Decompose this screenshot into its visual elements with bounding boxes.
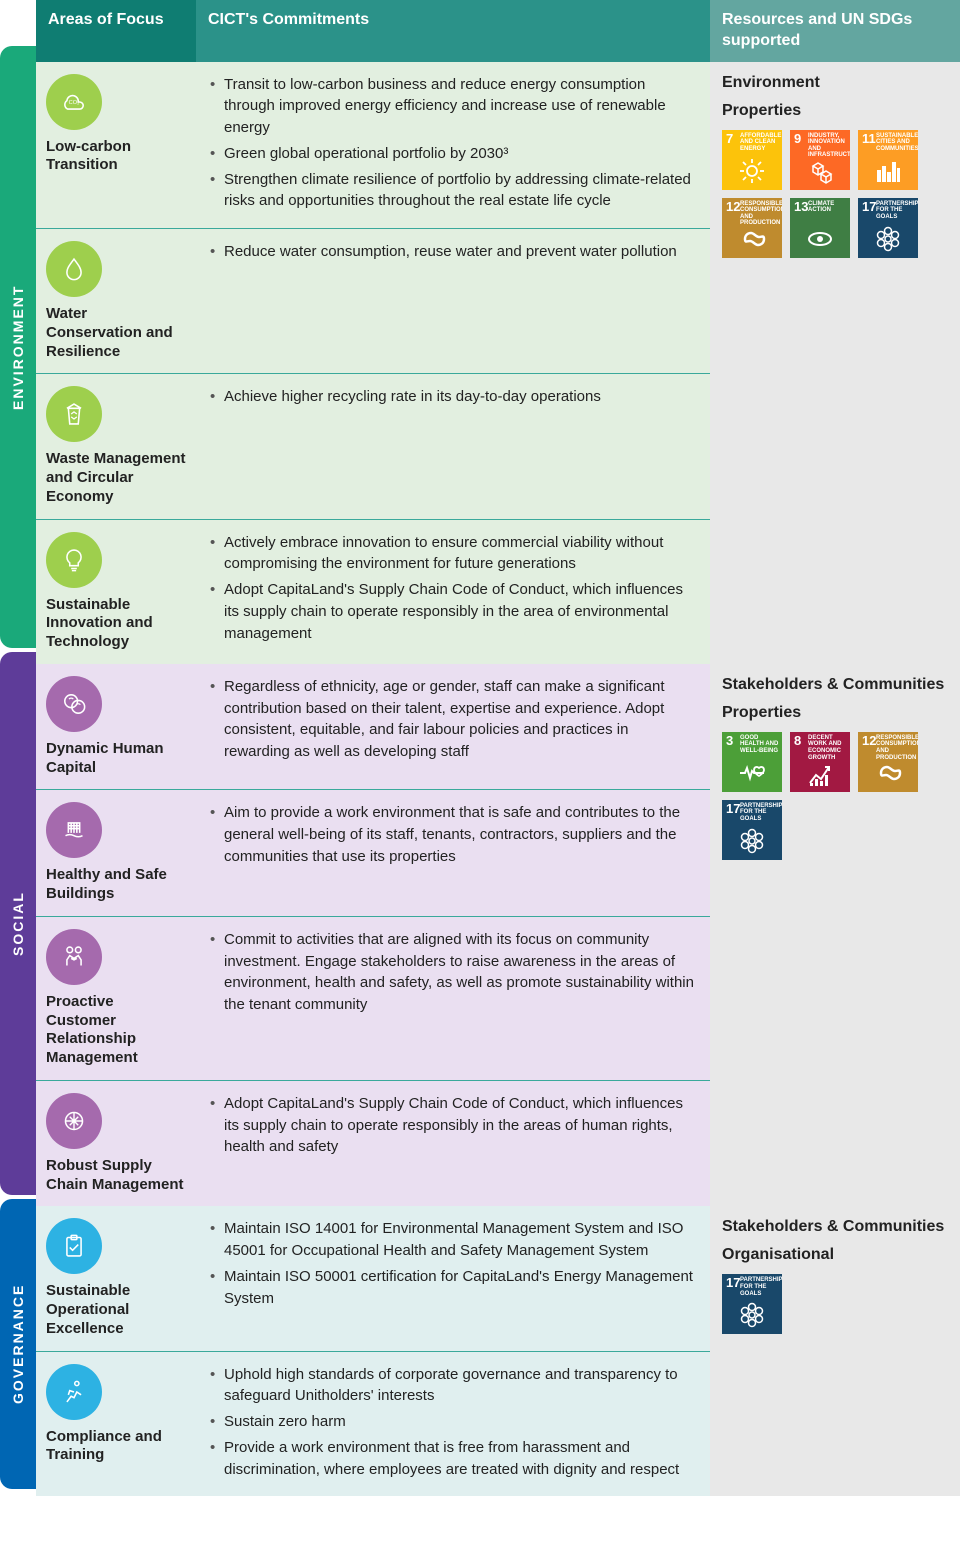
head-icon (46, 676, 102, 732)
resource-heading: Stakeholders & Communities (722, 676, 948, 694)
rail-governance: GOVERNANCE (0, 1199, 36, 1489)
area-label: Dynamic Human Capital (46, 740, 186, 778)
area-cell: Waste Management and Circular Economy (36, 374, 196, 518)
section-env: Low-carbon Transition Transit to low-car… (36, 62, 960, 664)
commitment-item: Adopt CapitaLand's Supply Chain Code of … (204, 1093, 694, 1158)
clipboard-icon (46, 1218, 102, 1274)
area-cell: Water Conservation and Resilience (36, 229, 196, 373)
row-gov-1: Compliance and Training Uphold high stan… (36, 1352, 710, 1497)
area-cell: Sustainable Innovation and Technology (36, 520, 196, 664)
section-gov: Sustainable Operational Excellence Maint… (36, 1206, 960, 1496)
area-label: Waste Management and Circular Economy (46, 450, 186, 506)
commitment-item: Maintain ISO 14001 for Environmental Man… (204, 1218, 694, 1262)
commitment-item: Regardless of ethnicity, age or gender, … (204, 676, 694, 763)
commitments-cell: Uphold high standards of corporate gover… (196, 1352, 710, 1497)
resource-heading: Properties (722, 102, 948, 120)
row-env-1: Water Conservation and Resilience Reduce… (36, 229, 710, 374)
sdg-13: 13CLIMATE ACTION (790, 198, 850, 258)
area-label: Compliance and Training (46, 1428, 186, 1466)
resource-heading: Stakeholders & Communities (722, 1218, 948, 1236)
commitments-cell: Achieve higher recycling rate in its day… (196, 374, 710, 518)
sdg-3: 3GOOD HEALTH AND WELL-BEING (722, 732, 782, 792)
area-label: Healthy and Safe Buildings (46, 866, 186, 904)
row-gov-0: Sustainable Operational Excellence Maint… (36, 1206, 710, 1351)
sdg-17: 17PARTNERSHIPS FOR THE GOALS (722, 800, 782, 860)
commitment-item: Strengthen climate resilience of portfol… (204, 169, 694, 213)
commitment-item: Achieve higher recycling rate in its day… (204, 386, 694, 408)
commitment-item: Transit to low-carbon business and reduc… (204, 74, 694, 139)
area-cell: Dynamic Human Capital (36, 664, 196, 790)
area-label: Proactive Customer Relationship Manageme… (46, 993, 186, 1068)
commitment-item: Maintain ISO 50001 certification for Cap… (204, 1266, 694, 1310)
chain-icon (46, 1093, 102, 1149)
row-soc-0: Dynamic Human Capital Regardless of ethn… (36, 664, 710, 791)
area-cell: Proactive Customer Relationship Manageme… (36, 917, 196, 1080)
header-resources: Resources and UN SDGs supported (710, 0, 960, 62)
commitments-cell: Actively embrace innovation to ensure co… (196, 520, 710, 664)
sdg-17: 17PARTNERSHIPS FOR THE GOALS (858, 198, 918, 258)
commitment-item: Aim to provide a work environment that i… (204, 802, 694, 867)
runner-icon (46, 1364, 102, 1420)
table-header: Areas of Focus CICT's Commitments Resour… (36, 0, 960, 62)
row-env-3: Sustainable Innovation and Technology Ac… (36, 520, 710, 664)
building-icon (46, 802, 102, 858)
sdg-9: 9INDUSTRY, INNOVATION AND INFRASTRUCTURE (790, 130, 850, 190)
resources-cell-soc: Stakeholders & Communities Properties 3GO… (710, 664, 960, 1207)
area-cell: Sustainable Operational Excellence (36, 1206, 196, 1350)
sdg-7: 7AFFORDABLE AND CLEAN ENERGY (722, 130, 782, 190)
row-soc-2: Proactive Customer Relationship Manageme… (36, 917, 710, 1081)
area-label: Robust Supply Chain Management (46, 1157, 186, 1195)
sdg-12: 12RESPONSIBLE CONSUMPTION AND PRODUCTION (722, 198, 782, 258)
sdg-11: 11SUSTAINABLE CITIES AND COMMUNITIES (858, 130, 918, 190)
row-env-2: Waste Management and Circular Economy Ac… (36, 374, 710, 519)
commitments-cell: Maintain ISO 14001 for Environmental Man… (196, 1206, 710, 1350)
sdg-8: 8DECENT WORK AND ECONOMIC GROWTH (790, 732, 850, 792)
co2-icon (46, 74, 102, 130)
area-cell: Compliance and Training (36, 1352, 196, 1497)
sdg-group: 3GOOD HEALTH AND WELL-BEING 8DECENT WORK… (722, 732, 948, 860)
rail-environment: ENVIRONMENT (0, 46, 36, 648)
commitments-cell: Commit to activities that are aligned wi… (196, 917, 710, 1080)
area-label: Low-carbon Transition (46, 138, 186, 176)
commitment-item: Sustain zero harm (204, 1411, 694, 1433)
commitment-item: Commit to activities that are aligned wi… (204, 929, 694, 1016)
commitment-item: Green global operational portfolio by 20… (204, 143, 694, 165)
area-cell: Low-carbon Transition (36, 62, 196, 229)
commitments-cell: Transit to low-carbon business and reduc… (196, 62, 710, 229)
section-soc: Dynamic Human Capital Regardless of ethn… (36, 664, 960, 1207)
commitments-cell: Adopt CapitaLand's Supply Chain Code of … (196, 1081, 710, 1207)
commitment-item: Reduce water consumption, reuse water an… (204, 241, 694, 263)
row-soc-3: Robust Supply Chain Management Adopt Cap… (36, 1081, 710, 1207)
header-commitments: CICT's Commitments (196, 0, 710, 62)
drop-icon (46, 241, 102, 297)
row-soc-1: Healthy and Safe Buildings Aim to provid… (36, 790, 710, 917)
commitment-item: Adopt CapitaLand's Supply Chain Code of … (204, 579, 694, 644)
header-areas: Areas of Focus (36, 0, 196, 62)
recycle-icon (46, 386, 102, 442)
row-env-0: Low-carbon Transition Transit to low-car… (36, 62, 710, 230)
resources-cell-gov: Stakeholders & Communities Organisational… (710, 1206, 960, 1496)
commitment-item: Actively embrace innovation to ensure co… (204, 532, 694, 576)
sdg-group: 17PARTNERSHIPS FOR THE GOALS (722, 1274, 948, 1334)
rail-social: SOCIAL (0, 652, 36, 1195)
area-cell: Robust Supply Chain Management (36, 1081, 196, 1207)
area-label: Sustainable Operational Excellence (46, 1282, 186, 1338)
resource-heading: Organisational (722, 1246, 948, 1264)
resource-heading: Environment (722, 74, 948, 92)
area-label: Water Conservation and Resilience (46, 305, 186, 361)
sdg-group: 7AFFORDABLE AND CLEAN ENERGY 9INDUSTRY, … (722, 130, 948, 258)
area-label: Sustainable Innovation and Technology (46, 596, 186, 652)
bulb-icon (46, 532, 102, 588)
sdg-12: 12RESPONSIBLE CONSUMPTION AND PRODUCTION (858, 732, 918, 792)
area-cell: Healthy and Safe Buildings (36, 790, 196, 916)
resources-cell-env: Environment Properties 7AFFORDABLE AND CL… (710, 62, 960, 664)
sdg-17: 17PARTNERSHIPS FOR THE GOALS (722, 1274, 782, 1334)
commitments-cell: Aim to provide a work environment that i… (196, 790, 710, 916)
commitments-cell: Reduce water consumption, reuse water an… (196, 229, 710, 373)
commitments-cell: Regardless of ethnicity, age or gender, … (196, 664, 710, 790)
commitment-item: Uphold high standards of corporate gover… (204, 1364, 694, 1408)
commitment-item: Provide a work environment that is free … (204, 1437, 694, 1481)
people-icon (46, 929, 102, 985)
resource-heading: Properties (722, 704, 948, 722)
